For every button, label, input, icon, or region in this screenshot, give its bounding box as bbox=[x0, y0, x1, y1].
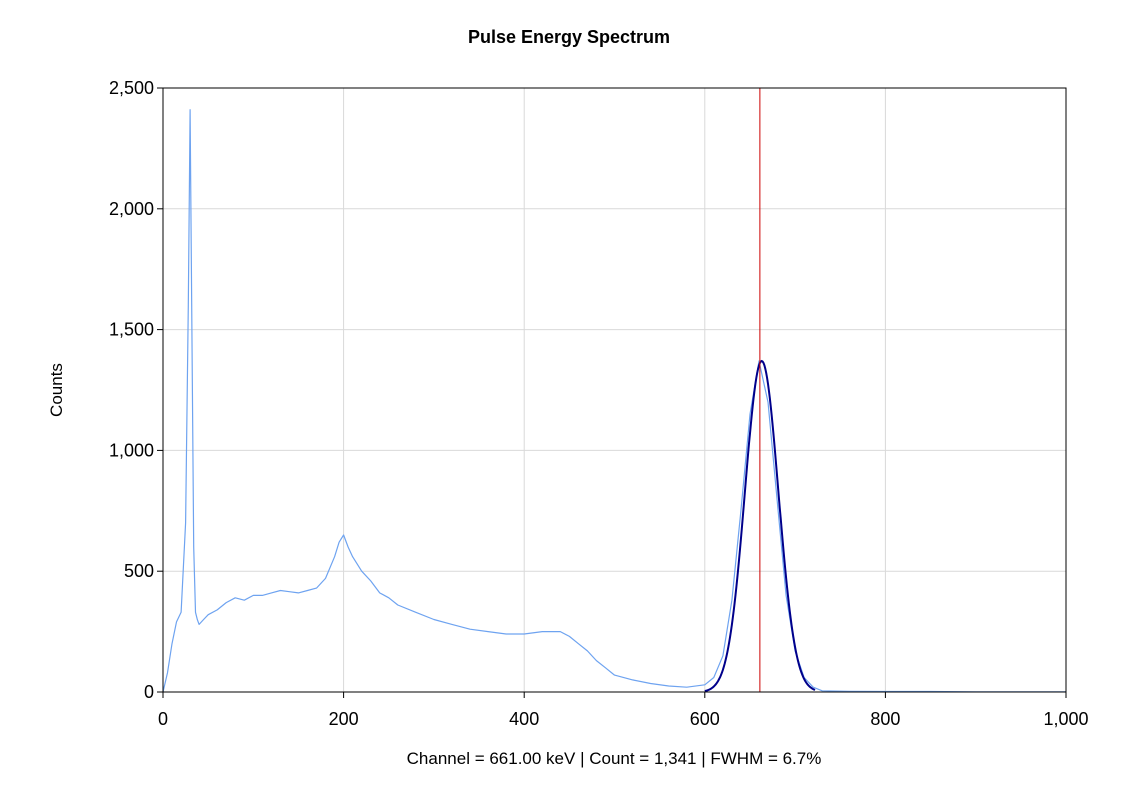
y-tick-label: 500 bbox=[124, 561, 154, 581]
y-tick-label: 2,000 bbox=[109, 199, 154, 219]
x-axis-label-status: Channel = 661.00 keV | Count = 1,341 | F… bbox=[407, 749, 822, 768]
grid-lines bbox=[162, 87, 1067, 693]
y-axis-ticks: 0 500 1,000 1,500 2,000 2,500 bbox=[109, 78, 163, 702]
x-tick-label: 800 bbox=[870, 709, 900, 729]
spectrum-series-line bbox=[162, 109, 1066, 693]
chart-title: Pulse Energy Spectrum bbox=[468, 27, 670, 47]
x-tick-label: 200 bbox=[329, 709, 359, 729]
x-tick-label: 1,000 bbox=[1043, 709, 1088, 729]
x-tick-label: 0 bbox=[158, 709, 168, 729]
x-tick-label: 600 bbox=[690, 709, 720, 729]
y-tick-label: 2,500 bbox=[109, 78, 154, 98]
data-series bbox=[162, 109, 1066, 693]
plot-frame bbox=[162, 87, 1067, 693]
y-tick-label: 1,000 bbox=[109, 440, 154, 460]
y-axis-label: Counts bbox=[47, 363, 66, 417]
y-tick-label: 0 bbox=[144, 682, 154, 702]
x-tick-label: 400 bbox=[509, 709, 539, 729]
y-tick-label: 1,500 bbox=[109, 320, 154, 340]
x-axis-ticks: 0 200 400 600 800 1,000 bbox=[158, 692, 1089, 729]
